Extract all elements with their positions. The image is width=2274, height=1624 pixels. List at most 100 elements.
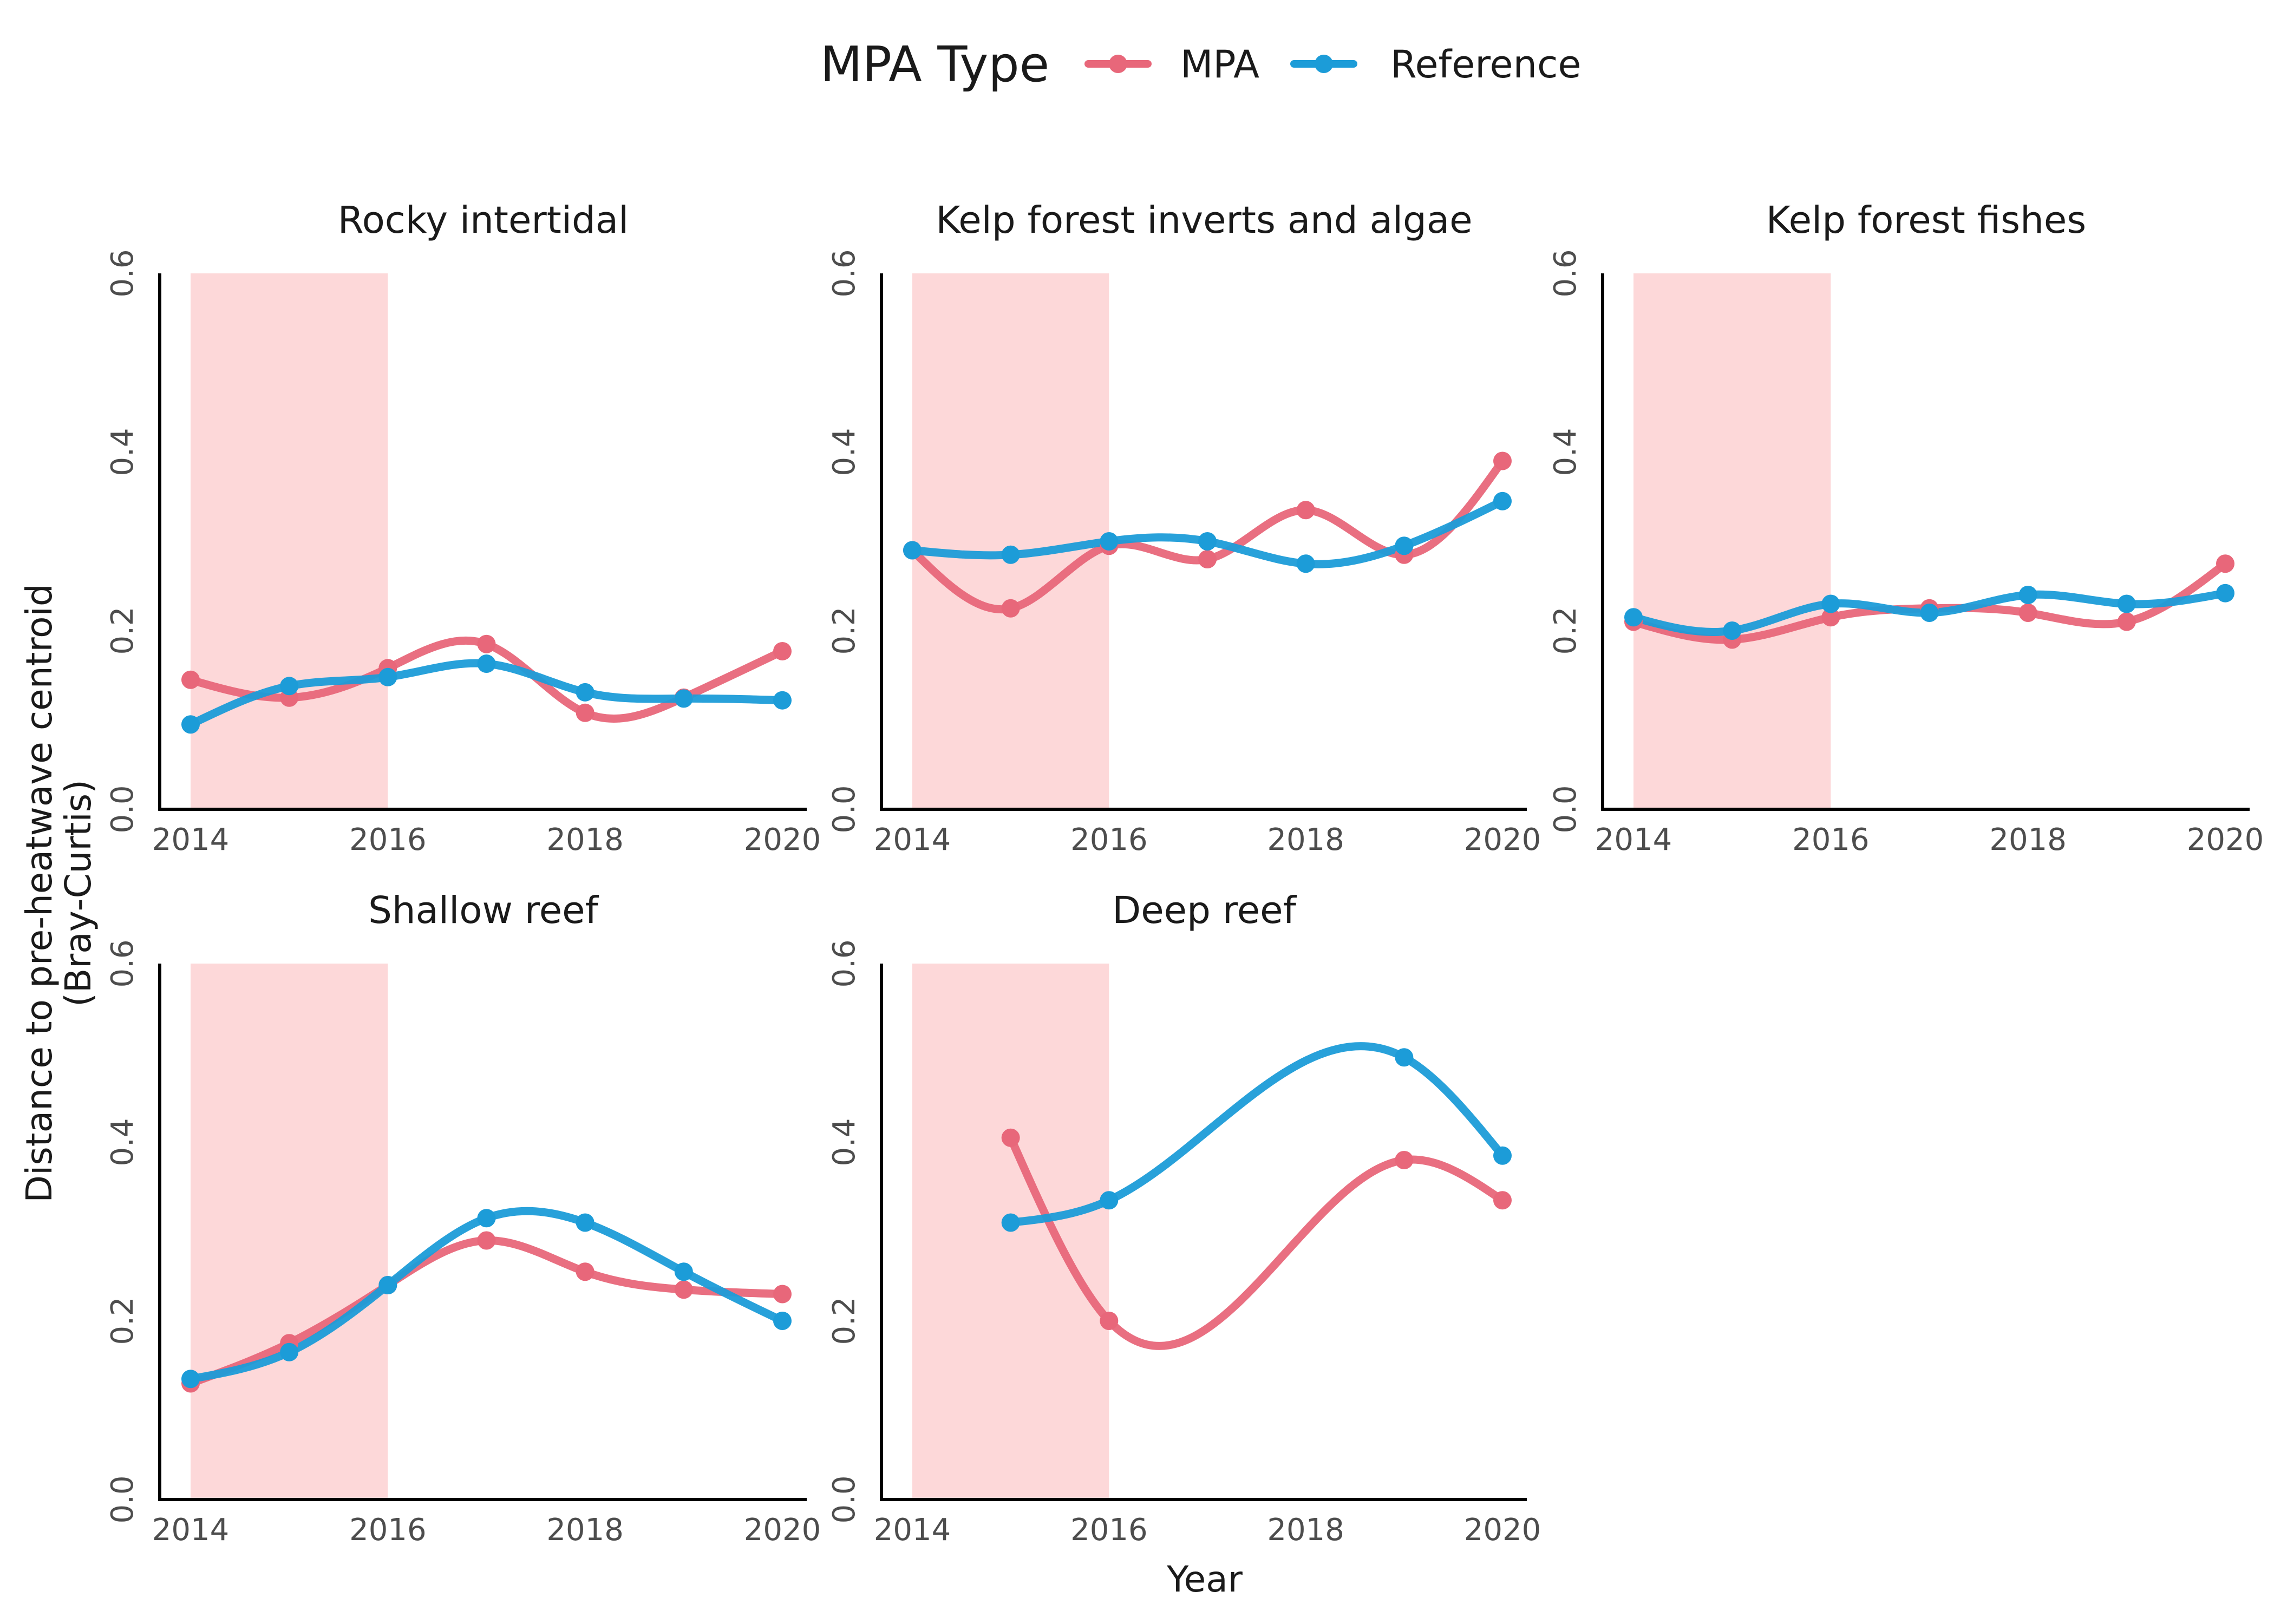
y-tick-label: 0.0 — [1548, 785, 1583, 833]
y-tick-label: 0.6 — [1548, 249, 1583, 297]
data-point-mpa — [1001, 599, 1020, 618]
panel-deep-reef: Deep reef 0.0 0.2 0.4 0.6 2014 2016 2018 2020 — [827, 889, 1541, 1548]
x-tick-label: 2016 — [349, 1512, 427, 1548]
data-point-reference — [674, 689, 693, 708]
x-axis-title: Year — [1166, 1558, 1243, 1600]
panel-title: Kelp forest fishes — [1766, 199, 2086, 242]
data-point-reference — [2216, 584, 2234, 603]
y-tick-label: 0.6 — [827, 939, 862, 987]
panel-title: Deep reef — [1112, 889, 1297, 932]
x-tick-label: 2020 — [744, 1512, 821, 1548]
data-point-mpa — [773, 1285, 792, 1304]
y-tick-label: 0.4 — [1548, 428, 1583, 476]
data-point-reference — [1493, 492, 1512, 510]
y-tick-label: 0.0 — [827, 1475, 862, 1523]
data-point-reference — [674, 1262, 693, 1281]
heatwave-shading — [912, 273, 1109, 809]
data-point-reference — [1395, 1048, 1414, 1067]
data-point-reference — [378, 1276, 397, 1294]
data-point-mpa — [1493, 1191, 1512, 1210]
panel-title: Shallow reef — [368, 889, 599, 932]
legend-label-reference: Reference — [1390, 42, 1582, 87]
data-point-mpa — [477, 634, 496, 653]
data-point-mpa — [576, 1262, 594, 1281]
data-point-reference — [1198, 532, 1217, 551]
series-line-reference — [1007, 1042, 1507, 1227]
y-tick-label: 0.4 — [105, 428, 140, 476]
data-point-reference — [576, 1213, 594, 1232]
data-point-reference — [1920, 604, 1939, 622]
y-axis-title: Distance to pre-heatwave centroid (Bray-… — [18, 584, 99, 1203]
data-point-reference — [1395, 536, 1414, 555]
data-point-reference — [1001, 545, 1020, 564]
data-point-reference — [181, 715, 200, 734]
data-point-mpa — [1493, 451, 1512, 470]
x-tick-label: 2016 — [1070, 822, 1148, 857]
x-tick-label: 2020 — [1464, 822, 1541, 857]
y-tick-label: 0.6 — [105, 939, 140, 987]
legend-key-mpa-point — [1109, 55, 1127, 73]
data-point-mpa — [1395, 1151, 1414, 1169]
x-tick-label: 2016 — [349, 822, 427, 857]
panel-kelp-forest-fishes: Kelp forest fishes 0.0 0.2 0.4 0.6 2014 2016 20… — [1548, 199, 2264, 857]
data-point-mpa — [2216, 554, 2234, 573]
y-axis-title-line2: (Bray-Curtis) — [57, 780, 99, 1007]
x-tick-label: 2014 — [874, 1512, 951, 1548]
data-point-reference — [477, 654, 496, 673]
data-point-mpa — [2018, 604, 2037, 622]
y-tick-label: 0.4 — [827, 428, 862, 476]
data-point-reference — [280, 1343, 299, 1361]
y-tick-label: 0.0 — [105, 785, 140, 833]
x-tick-label: 2018 — [1989, 822, 2067, 857]
panel-kelp-forest-inverts-and-algae: Kelp forest inverts and algae 0.0 0.2 0.4 0.… — [827, 199, 1541, 857]
panel-shallow-reef: Shallow reef 0.0 0.2 0.4 0.6 2014 2016 2018 2020 — [105, 889, 821, 1548]
data-point-reference — [378, 667, 397, 686]
series-line-mpa — [1007, 1134, 1507, 1350]
x-tick-label: 2018 — [1267, 1512, 1344, 1548]
data-point-reference — [477, 1209, 496, 1228]
legend-title: MPA Type — [820, 36, 1049, 93]
data-point-mpa — [1821, 608, 1840, 627]
x-tick-label: 2018 — [1267, 822, 1344, 857]
y-tick-label: 0.2 — [1548, 606, 1583, 654]
legend-label-mpa: MPA — [1180, 42, 1259, 87]
data-point-reference — [1821, 594, 1840, 613]
x-tick-label: 2020 — [2187, 822, 2264, 857]
panel-rocky-intertidal: Rocky intertidal 0.0 0.2 0.4 0.6 2014 2016 2018… — [105, 199, 821, 857]
data-point-reference — [1100, 532, 1119, 551]
y-tick-label: 0.6 — [105, 249, 140, 297]
x-tick-label: 2016 — [1070, 1512, 1148, 1548]
data-point-mpa — [1100, 1312, 1119, 1330]
y-tick-label: 0.4 — [105, 1118, 140, 1166]
data-point-reference — [1100, 1191, 1119, 1210]
panel-title: Kelp forest inverts and algae — [936, 199, 1472, 242]
data-point-reference — [773, 691, 792, 710]
data-point-reference — [576, 683, 594, 702]
data-point-mpa — [674, 1280, 693, 1299]
data-point-mpa — [2117, 612, 2136, 631]
data-point-mpa — [477, 1231, 496, 1250]
data-point-reference — [1493, 1146, 1512, 1165]
legend-key-reference-point — [1315, 55, 1333, 73]
data-point-reference — [280, 677, 299, 696]
data-point-reference — [1296, 554, 1315, 573]
y-tick-label: 0.4 — [827, 1118, 862, 1166]
data-point-reference — [2018, 586, 2037, 604]
x-tick-label: 2018 — [546, 822, 624, 857]
data-point-reference — [773, 1312, 792, 1330]
y-axis-title-line1: Distance to pre-heatwave centroid — [18, 584, 60, 1203]
y-tick-label: 0.6 — [827, 249, 862, 297]
data-point-reference — [903, 541, 922, 560]
data-point-mpa — [1198, 550, 1217, 568]
x-tick-label: 2014 — [1595, 822, 1672, 857]
x-tick-label: 2018 — [546, 1512, 624, 1548]
panel-title: Rocky intertidal — [338, 199, 629, 242]
data-point-reference — [1723, 621, 1742, 640]
heatwave-shading — [191, 273, 388, 809]
y-tick-label: 0.2 — [105, 1296, 140, 1345]
data-point-reference — [181, 1370, 200, 1389]
x-tick-label: 2014 — [152, 1512, 230, 1548]
data-point-mpa — [1296, 501, 1315, 520]
data-point-mpa — [1001, 1128, 1020, 1147]
